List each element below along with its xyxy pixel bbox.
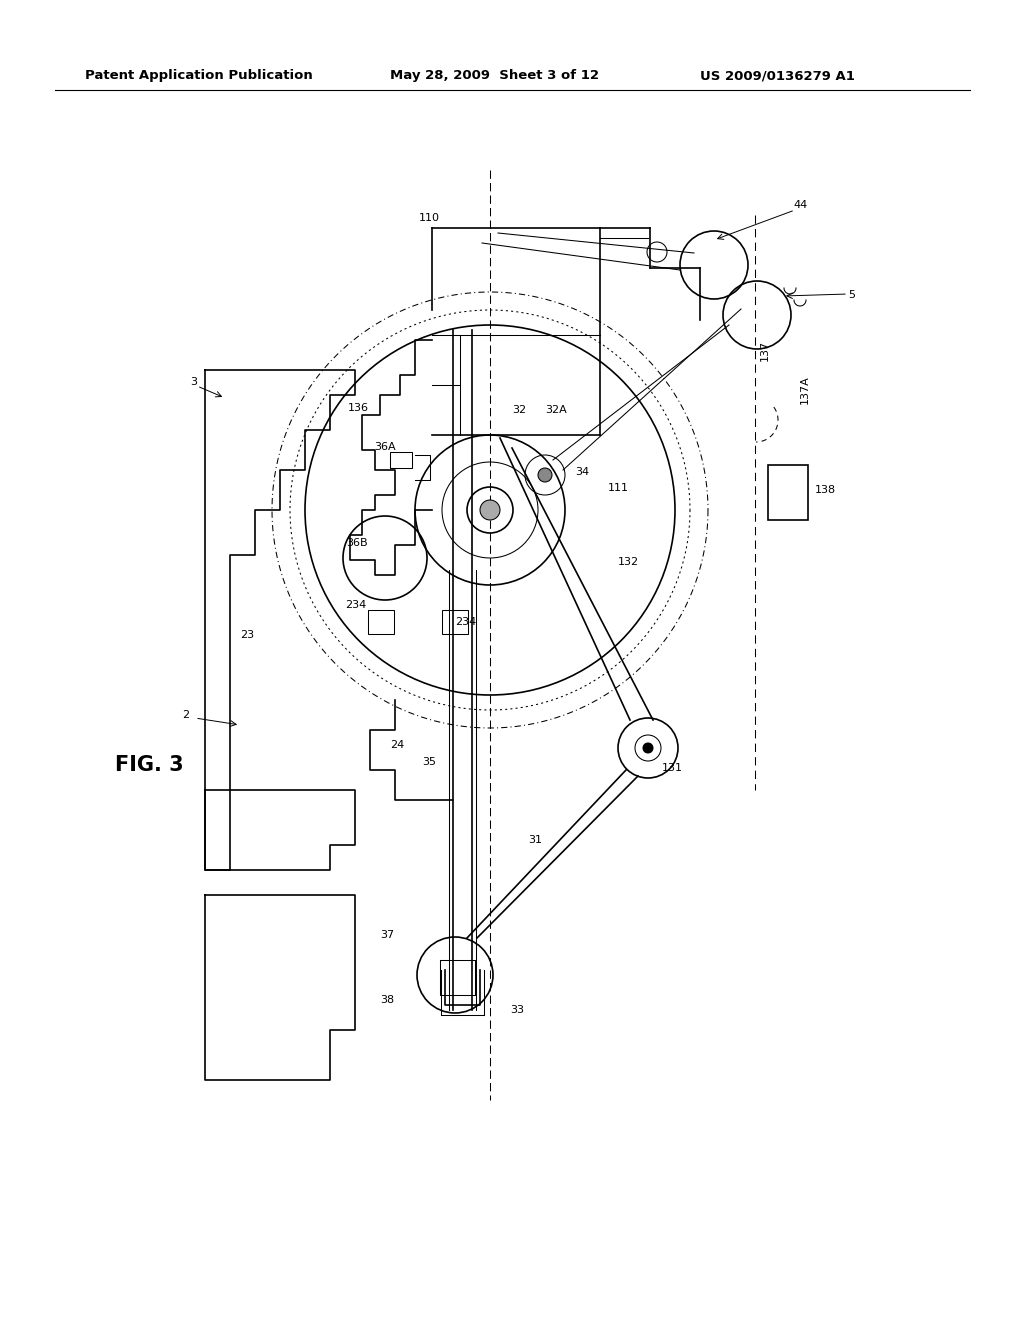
Text: 32: 32 [512, 405, 526, 414]
Text: 24: 24 [390, 741, 404, 750]
Text: 111: 111 [608, 483, 629, 492]
Text: 136: 136 [348, 403, 369, 413]
Bar [368, 610, 394, 634]
Text: Patent Application Publication: Patent Application Publication [85, 70, 312, 82]
Text: 132: 132 [618, 557, 639, 568]
Bar [442, 610, 468, 634]
Text: 36A: 36A [374, 442, 395, 451]
Text: 137A: 137A [800, 376, 810, 404]
Text: 110: 110 [419, 213, 440, 223]
Text: 32A: 32A [545, 405, 566, 414]
Text: 36B: 36B [346, 539, 368, 548]
Text: US 2009/0136279 A1: US 2009/0136279 A1 [700, 70, 855, 82]
Text: 137: 137 [760, 339, 770, 360]
Text: 34: 34 [575, 467, 589, 477]
Bar [768, 465, 808, 520]
Text: 138: 138 [815, 484, 837, 495]
Circle shape [643, 743, 653, 752]
Circle shape [538, 469, 552, 482]
Text: 23: 23 [240, 630, 254, 640]
Text: 37: 37 [380, 931, 394, 940]
Text: 33: 33 [510, 1005, 524, 1015]
Text: 44: 44 [793, 201, 807, 210]
Text: May 28, 2009  Sheet 3 of 12: May 28, 2009 Sheet 3 of 12 [390, 70, 599, 82]
Text: 2: 2 [182, 710, 189, 719]
Text: 5: 5 [848, 290, 855, 300]
Text: 234: 234 [345, 601, 367, 610]
Bar [390, 451, 412, 469]
Text: 131: 131 [662, 763, 683, 774]
Text: 38: 38 [380, 995, 394, 1005]
Text: 3: 3 [190, 378, 197, 387]
Text: FIG. 3: FIG. 3 [115, 755, 183, 775]
Text: 35: 35 [422, 756, 436, 767]
Text: 234: 234 [455, 616, 476, 627]
Circle shape [480, 500, 500, 520]
Text: 31: 31 [528, 836, 542, 845]
